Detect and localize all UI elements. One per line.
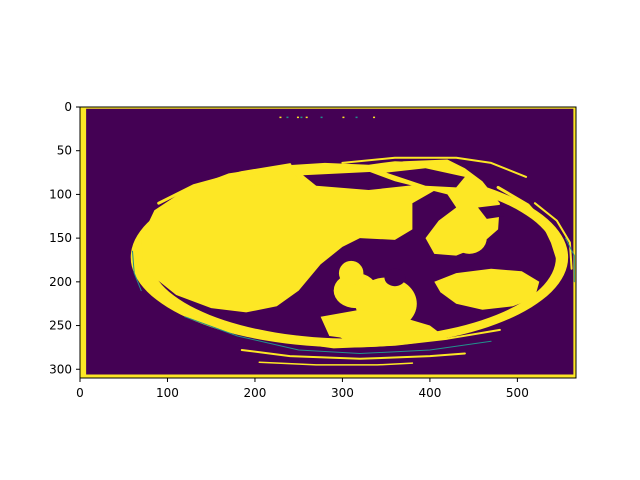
liver — [141, 161, 443, 313]
ivc — [338, 260, 364, 286]
y-tick-label: 300 — [49, 362, 72, 376]
spine-canal — [384, 268, 406, 287]
y-tick-label: 200 — [49, 275, 72, 289]
x-tick-label: 500 — [506, 386, 529, 400]
anterior-wall-2 — [341, 156, 528, 178]
posterior-arc-edge — [184, 316, 492, 354]
mask-border-left — [80, 107, 87, 378]
posterior-arc-1 — [179, 305, 501, 349]
speckle — [279, 116, 282, 119]
speckle — [355, 116, 358, 119]
spleen — [434, 268, 540, 310]
left-wall-edge — [132, 250, 142, 292]
speckle — [373, 116, 376, 119]
stomach-pocket — [478, 204, 505, 219]
mask-border-bottom — [80, 374, 576, 378]
rib-right-2 — [533, 202, 573, 270]
x-tick-label: 100 — [156, 386, 179, 400]
y-tick-label: 150 — [49, 231, 72, 245]
speckle — [305, 116, 308, 119]
speckle — [320, 116, 323, 119]
posterior-arc-2 — [240, 349, 466, 360]
posterior-arc-3 — [258, 361, 414, 366]
y-tick-label: 250 — [49, 319, 72, 333]
y-tick-label: 100 — [49, 187, 72, 201]
axes-frame — [79, 106, 577, 379]
speckle — [342, 116, 345, 119]
rib-right-edge — [565, 237, 575, 283]
x-tick-label: 300 — [331, 386, 354, 400]
stomach-body — [451, 222, 487, 254]
x-tick-label: 200 — [244, 386, 267, 400]
x-axis: 0 100 200 300 400 500 — [76, 378, 529, 400]
mask-border-right — [573, 107, 576, 378]
y-tick-label: 50 — [57, 144, 72, 158]
liver-upper — [233, 169, 299, 186]
stomach-gap — [386, 168, 465, 188]
y-tick-label: 0 — [64, 100, 72, 114]
speckle — [300, 116, 303, 119]
speckle — [286, 116, 289, 119]
mask-border-top — [80, 107, 576, 109]
y-axis: 0 50 100 150 200 250 300 — [49, 100, 80, 376]
heatmap-foreground — [80, 107, 576, 378]
rib-right-1 — [496, 185, 561, 266]
heatmap-image — [80, 107, 576, 378]
x-tick-label: 0 — [76, 386, 84, 400]
posterior-tissue — [320, 309, 448, 343]
anterior-wall-1 — [157, 163, 292, 205]
speckle — [296, 116, 299, 119]
x-tick-label: 400 — [418, 386, 441, 400]
